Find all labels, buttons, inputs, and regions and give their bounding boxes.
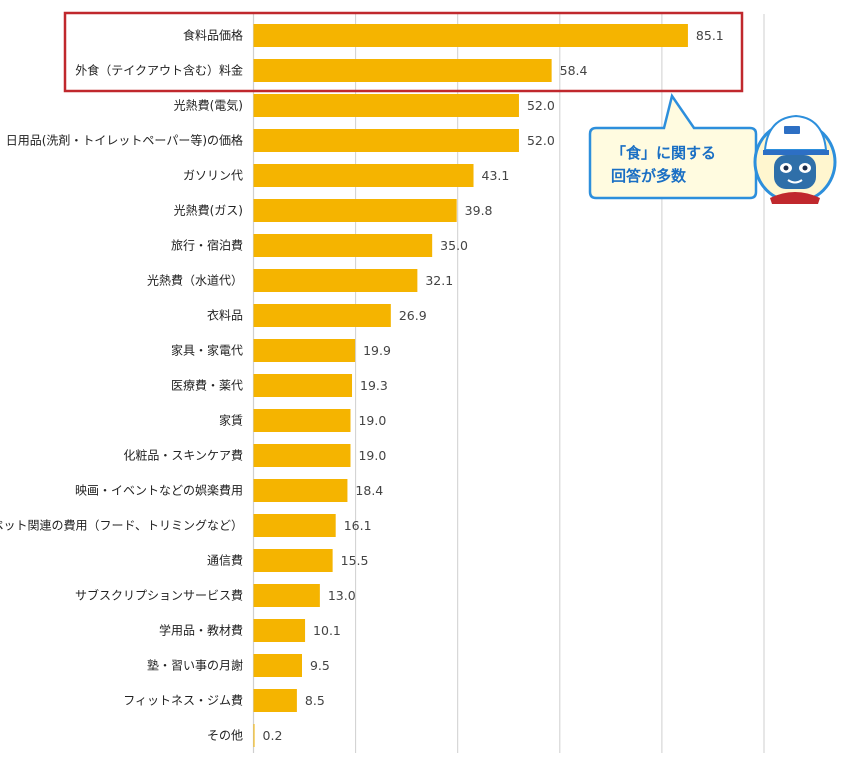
bar	[253, 234, 433, 257]
bar	[253, 59, 552, 82]
data-label: 58.4	[560, 63, 588, 78]
data-label: 35.0	[440, 238, 468, 253]
category-label: 化粧品・スキンケア費	[123, 448, 243, 463]
callout-bubble	[588, 93, 758, 200]
data-label: 19.0	[358, 448, 386, 463]
value-labels: 85.1 58.4 52.0 52.0 43.1 39.8 35.0 32.1 26.9 19.9…	[263, 28, 724, 743]
category-label: 光熱費(電気)	[174, 98, 243, 113]
category-label: 学用品・教材費	[159, 623, 243, 638]
category-label: フィットネス・ジム費	[123, 693, 243, 708]
category-label: 外食（テイクアウト含む）料金	[75, 63, 243, 78]
category-label: 医療費・薬代	[171, 378, 243, 393]
bar	[253, 164, 474, 187]
callout-line-2: 回答が多数	[611, 167, 687, 185]
category-label: 通信費	[207, 553, 243, 568]
category-label: 衣料品	[207, 308, 243, 323]
data-label: 9.5	[310, 658, 330, 673]
bar	[253, 269, 418, 292]
data-label: 85.1	[696, 28, 724, 43]
mascot-character-icon	[753, 114, 837, 204]
data-label: 43.1	[482, 168, 510, 183]
bar	[253, 304, 391, 327]
category-label: その他	[207, 729, 243, 743]
bar	[253, 689, 297, 712]
bar	[253, 24, 688, 47]
data-label: 15.5	[341, 553, 369, 568]
category-label: 旅行・宿泊費	[171, 238, 243, 253]
bar	[253, 444, 351, 467]
bar	[253, 724, 255, 747]
bar	[253, 479, 348, 502]
bar	[253, 584, 320, 607]
category-label: 光熱費(ガス)	[174, 203, 243, 218]
data-label: 19.3	[360, 378, 388, 393]
data-label: 19.0	[358, 413, 386, 428]
bar	[253, 374, 353, 397]
bar	[253, 514, 336, 537]
category-label: ペット関連の費用（フード、トリミングなど）	[0, 518, 243, 533]
bar	[253, 199, 457, 222]
data-label: 16.1	[344, 518, 372, 533]
category-label: 映画・イベントなどの娯楽費用	[75, 483, 243, 498]
category-label: 家具・家電代	[171, 343, 243, 358]
data-label: 8.5	[305, 693, 325, 708]
callout: 「食」に関する 回答が多数	[588, 93, 758, 200]
data-label: 32.1	[425, 273, 453, 288]
category-label: 塾・習い事の月謝	[147, 658, 243, 673]
data-label: 52.0	[527, 133, 555, 148]
data-label: 10.1	[313, 623, 341, 638]
data-label: 39.8	[465, 203, 493, 218]
data-label: 19.9	[363, 343, 391, 358]
bar	[253, 129, 519, 152]
category-label: サブスクリプションサービス費	[75, 588, 243, 603]
data-label: 18.4	[355, 483, 383, 498]
bar	[253, 94, 519, 117]
bar	[253, 654, 302, 677]
bars	[253, 24, 688, 747]
callout-line-1: 「食」に関する	[611, 144, 716, 162]
data-label: 52.0	[527, 98, 555, 113]
data-label: 0.2	[263, 728, 283, 743]
bar	[253, 549, 333, 572]
data-label: 26.9	[399, 308, 427, 323]
bar	[253, 339, 356, 362]
category-label: 光熱費（水道代）	[147, 273, 243, 288]
bar	[253, 619, 306, 642]
data-label: 13.0	[328, 588, 356, 603]
category-label: 家賃	[219, 413, 243, 428]
highlight-box	[63, 11, 744, 93]
bar	[253, 409, 351, 432]
category-label: ガソリン代	[183, 169, 243, 183]
category-label: 食料品価格	[183, 28, 243, 43]
category-label: 日用品(洗剤・トイレットペーパー等)の価格	[6, 133, 243, 148]
